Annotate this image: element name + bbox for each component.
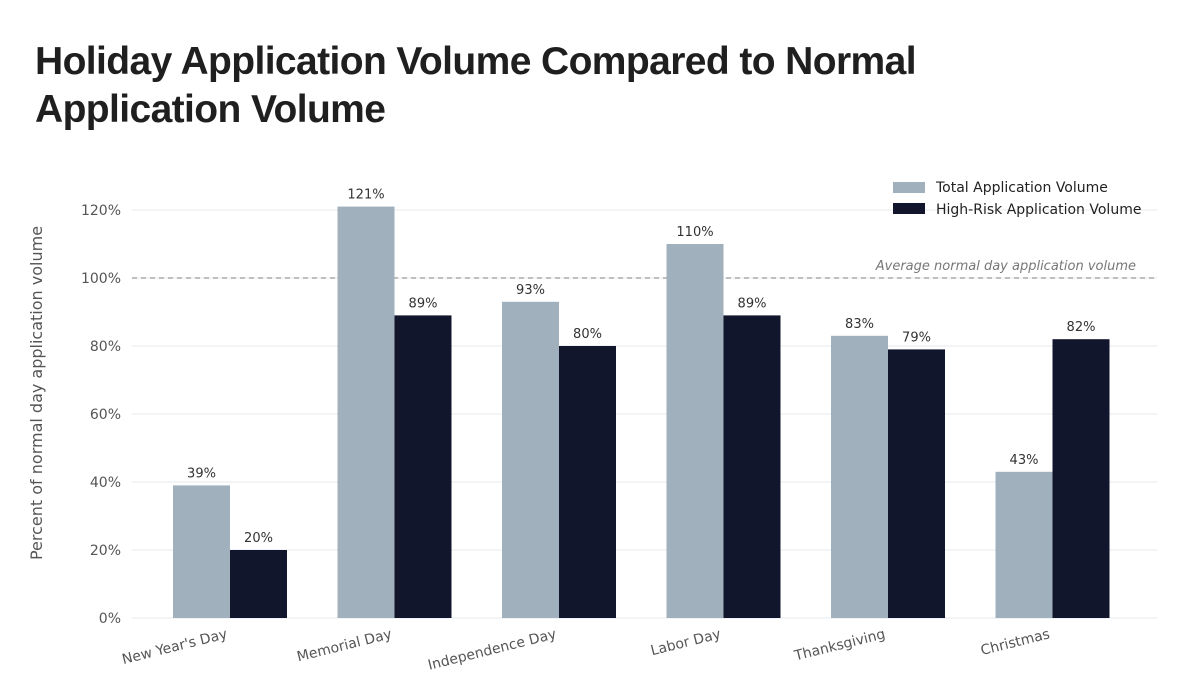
bar-value-label: 20% bbox=[244, 531, 273, 546]
bar-value-label: 89% bbox=[738, 296, 767, 311]
x-tick-label-independence-day: Independence Day bbox=[426, 626, 558, 673]
bar-value-label: 121% bbox=[347, 188, 384, 203]
y-tick-label: 100% bbox=[81, 271, 121, 287]
y-axis-label: Percent of normal day application volume bbox=[27, 226, 46, 560]
bar-value-label: 82% bbox=[1067, 320, 1096, 335]
x-axis-category-labels: New Year's Day Memorial Day Independence D… bbox=[120, 626, 1051, 673]
bar-high-risk-new-year-s-day bbox=[230, 550, 287, 618]
bar-value-label: 80% bbox=[573, 327, 602, 342]
bar-total-labor-day bbox=[666, 244, 724, 618]
bar-value-label: 89% bbox=[409, 296, 438, 311]
bar-value-label: 39% bbox=[187, 466, 216, 481]
bars bbox=[173, 206, 1110, 618]
legend: Total Application Volume High-Risk Appli… bbox=[893, 180, 1141, 218]
legend-label-total: Total Application Volume bbox=[935, 180, 1108, 196]
y-tick-label: 0% bbox=[99, 611, 121, 627]
bar-high-risk-memorial-day bbox=[394, 315, 452, 618]
bar-value-labels: 39% 121% 93% 110% 83% 43% 20% 89% 80% 89% 79% 82% bbox=[187, 188, 1095, 546]
x-tick-label-thanksgiving: Thanksgiving bbox=[792, 626, 887, 664]
x-tick-label-new-year-s-day: New Year's Day bbox=[120, 626, 229, 668]
y-tick-label: 60% bbox=[90, 407, 121, 423]
bar-total-new-year-s-day bbox=[173, 485, 230, 618]
bar-value-label: 83% bbox=[845, 317, 874, 332]
bar-total-memorial-day bbox=[337, 206, 395, 618]
x-tick-label-christmas: Christmas bbox=[979, 626, 1051, 659]
bar-high-risk-independence-day bbox=[559, 346, 616, 618]
legend-label-high-risk: High-Risk Application Volume bbox=[936, 202, 1141, 218]
bar-value-label: 93% bbox=[516, 283, 545, 298]
legend-swatch-high-risk bbox=[893, 203, 925, 214]
y-axis-ticks: 0% 20% 40% 60% 80% 100% 120% bbox=[81, 203, 121, 627]
bar-high-risk-thanksgiving bbox=[888, 349, 945, 618]
y-tick-label: 20% bbox=[90, 543, 121, 559]
y-tick-label: 80% bbox=[90, 339, 121, 355]
reference-line-group: Average normal day application volume bbox=[132, 259, 1157, 279]
bar-high-risk-labor-day bbox=[723, 315, 781, 618]
bar-value-label: 43% bbox=[1010, 453, 1039, 468]
bar-total-christmas bbox=[995, 471, 1053, 618]
y-tick-label: 40% bbox=[90, 475, 121, 491]
reference-line-label: Average normal day application volume bbox=[875, 259, 1136, 274]
bar-high-risk-christmas bbox=[1052, 339, 1110, 618]
x-tick-label-memorial-day: Memorial Day bbox=[295, 626, 393, 665]
chart-title: Holiday Application Volume Compared to N… bbox=[35, 40, 917, 131]
legend-swatch-total bbox=[893, 182, 925, 193]
bar-value-label: 110% bbox=[676, 225, 713, 240]
bar-total-thanksgiving bbox=[831, 335, 888, 618]
x-tick-label-labor-day: Labor Day bbox=[649, 626, 722, 659]
gridlines bbox=[132, 209, 1157, 619]
y-tick-label: 120% bbox=[81, 203, 121, 219]
bar-total-independence-day bbox=[502, 301, 559, 618]
bar-value-label: 79% bbox=[902, 330, 931, 345]
